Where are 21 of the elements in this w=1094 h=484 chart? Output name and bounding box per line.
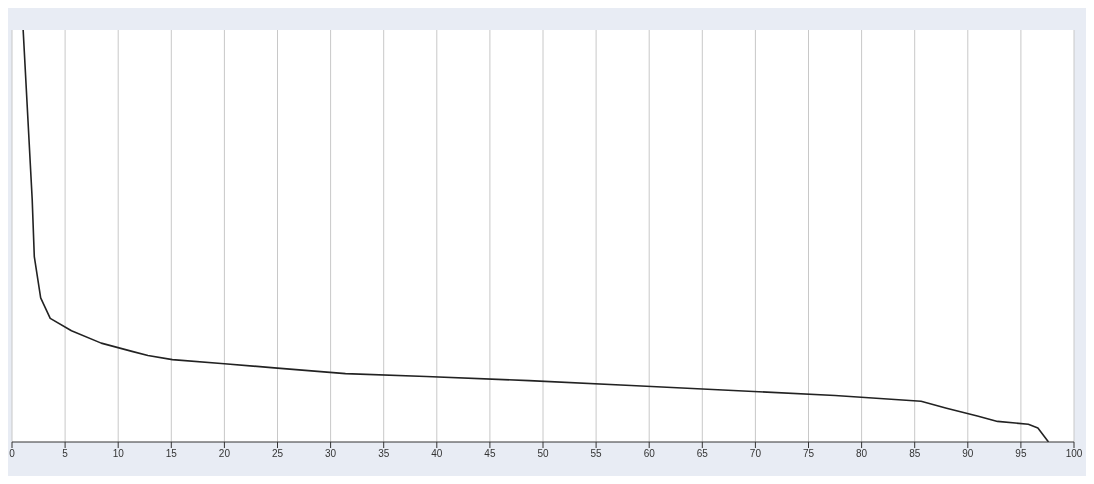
x-tick-label: 75 (802, 448, 815, 460)
x-tick-label: 30 (325, 448, 337, 460)
x-tick-label: 60 (643, 448, 656, 460)
x-tick-label: 85 (909, 448, 921, 460)
x-tick-label: 100 (1065, 448, 1083, 460)
x-tick-label: 15 (165, 448, 178, 460)
x-tick-label: 45 (484, 448, 496, 460)
x-tick-label: 80 (856, 448, 868, 460)
x-tick-label: 0 (9, 448, 16, 460)
x-tick-label: 40 (431, 448, 443, 460)
x-tick-label: 65 (696, 448, 709, 460)
x-tick-label: 25 (271, 448, 284, 460)
x-tick-label: 35 (378, 448, 390, 460)
x-tick-label: 20 (218, 448, 231, 460)
x-tick-label: 50 (537, 448, 549, 460)
x-tick-label: 10 (112, 448, 125, 460)
x-tick-label: 70 (749, 448, 762, 460)
x-tick-label: 5 (62, 448, 69, 460)
x-tick-label: 55 (590, 448, 603, 460)
x-tick-label: 95 (1015, 448, 1027, 460)
x-tick-label: 90 (962, 448, 974, 460)
